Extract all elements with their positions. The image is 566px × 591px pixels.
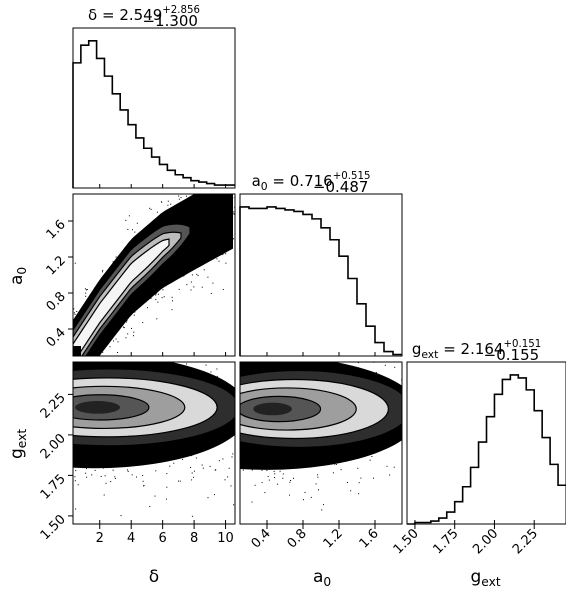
title-eq-g_ext: = bbox=[438, 340, 460, 358]
x-tick-label-a0-3: 1.6 bbox=[357, 526, 382, 551]
panel-title-a0: a0 = 0.716+0.515−0.487 bbox=[252, 171, 371, 196]
title-err-minus-g_ext: −0.155 bbox=[484, 346, 540, 364]
y-axis-label-a0-sub: 0 bbox=[15, 267, 29, 275]
x-axis-label-g-ext-sub: ext bbox=[481, 575, 501, 589]
hist-panel-a0 bbox=[239, 193, 403, 357]
x-axis-label-g-ext-base: g bbox=[471, 567, 482, 587]
y-tick-label-a0-3: 1.6 bbox=[44, 217, 69, 242]
hist-frame-a0 bbox=[239, 193, 403, 357]
panel-title-delta: δ = 2.549+2.856−1.300 bbox=[88, 5, 200, 30]
title-base-g_ext: g bbox=[412, 340, 422, 358]
title-err-plus-g_ext: +0.151 bbox=[503, 339, 541, 350]
title-err-minus-a0: −0.487 bbox=[313, 178, 369, 196]
x-axis-label-a0: a0 bbox=[313, 567, 331, 589]
panel-title-text-a0: a0 = 0.716+0.515 bbox=[252, 171, 371, 193]
peak-cell bbox=[73, 346, 81, 356]
hist-panel-delta bbox=[72, 27, 236, 189]
hist-frame-delta bbox=[72, 27, 236, 189]
x-tick-label-g_ext-1: 1.75 bbox=[430, 526, 461, 557]
x-axis-label-g-ext: gext bbox=[471, 567, 501, 589]
x-tick-label-delta-2: 6 bbox=[159, 531, 167, 546]
x-tick-label-a0-1: 0.8 bbox=[285, 526, 310, 551]
density-frame-delta-a0 bbox=[72, 193, 236, 357]
x-axis-label-delta: δ bbox=[149, 567, 159, 587]
y-axis-label-a0-base: a bbox=[7, 275, 27, 285]
x-tick-label-delta-0: 2 bbox=[96, 531, 104, 546]
contour-level-3 bbox=[73, 238, 170, 356]
title-err-plus-a0: +0.515 bbox=[333, 171, 371, 182]
density-panel-delta-a0 bbox=[73, 194, 235, 356]
contour-level-5 bbox=[74, 401, 121, 414]
y-axis-label-g-ext-sub: ext bbox=[15, 429, 29, 449]
panel-title-text-delta: δ = 2.549+2.856 bbox=[88, 5, 200, 24]
x-tick-label-a0-0: 0.4 bbox=[249, 526, 274, 551]
x-axis-label-a0-base: a bbox=[313, 567, 323, 587]
x-tick-label-g_ext-0: 1.50 bbox=[391, 526, 422, 557]
density-frame-delta-g_ext bbox=[72, 361, 236, 525]
y-axis-label-g-ext-base: g bbox=[7, 448, 27, 459]
x-tick-label-delta-4: 10 bbox=[217, 531, 234, 546]
x-tick-label-delta-3: 8 bbox=[190, 531, 198, 546]
contour-level-5 bbox=[253, 402, 292, 416]
title-err-plus-delta: +2.856 bbox=[162, 5, 200, 16]
title-sub-g_ext: ext bbox=[421, 348, 438, 361]
panel-title-text-g_ext: gext = 2.164+0.151 bbox=[412, 339, 541, 361]
hist-line-delta bbox=[72, 40, 235, 188]
y-tick-label-g_ext-1: 1.75 bbox=[38, 472, 69, 503]
y-tick-label-a0-2: 1.2 bbox=[44, 253, 69, 278]
hist-line-a0 bbox=[239, 206, 402, 356]
y-tick-label-g_ext-0: 1.50 bbox=[38, 512, 69, 543]
y-tick-label-g_ext-3: 2.25 bbox=[38, 391, 69, 422]
title-base-delta: δ = bbox=[88, 6, 119, 24]
panel-title-g_ext: gext = 2.164+0.151−0.155 bbox=[412, 339, 541, 364]
title-err-minus-delta: −1.300 bbox=[142, 12, 198, 30]
density-panel-a0-g_ext bbox=[240, 362, 402, 524]
x-tick-label-delta-1: 4 bbox=[127, 531, 135, 546]
y-tick-label-a0-1: 0.8 bbox=[44, 289, 69, 314]
density-frame-a0-g_ext bbox=[239, 361, 403, 525]
contour-level-2 bbox=[73, 231, 182, 356]
title-median-a0: 0.716 bbox=[290, 172, 333, 190]
title-base-a0: a bbox=[252, 172, 261, 190]
density-panel-delta-g_ext bbox=[73, 362, 235, 517]
x-axis-label-a0-sub: 0 bbox=[323, 575, 331, 589]
title-median-g_ext: 2.164 bbox=[461, 340, 504, 358]
y-tick-label-a0-0: 0.4 bbox=[44, 325, 69, 350]
x-tick-label-a0-2: 1.2 bbox=[321, 526, 346, 551]
y-tick-label-g_ext-2: 2.00 bbox=[38, 431, 69, 462]
hist-line-g_ext bbox=[407, 374, 566, 525]
y-axis-label-g-ext: gext bbox=[7, 429, 29, 459]
x-tick-label-g_ext-2: 2.00 bbox=[470, 526, 501, 557]
title-eq-a0: = bbox=[268, 172, 290, 190]
hist-frame-g_ext bbox=[406, 361, 566, 525]
hist-panel-g_ext bbox=[406, 361, 566, 525]
y-axis-label-a0: a0 bbox=[7, 267, 29, 285]
x-tick-label-g_ext-3: 2.25 bbox=[510, 526, 541, 557]
title-median-delta: 2.549 bbox=[119, 6, 162, 24]
title-sub-a0: 0 bbox=[261, 180, 268, 193]
